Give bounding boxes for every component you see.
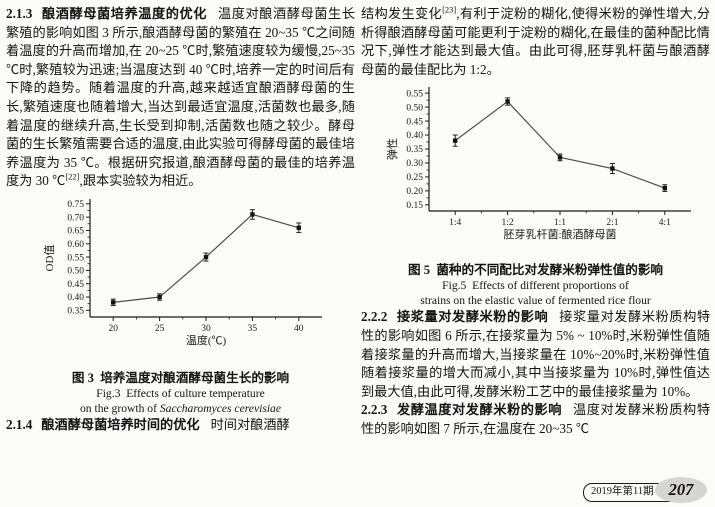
svg-text:胚芽乳杆菌:酿酒酵母菌: 胚芽乳杆菌:酿酒酵母菌	[503, 227, 616, 241]
figure-3-caption-en-line2: on the growth of Saccharomyces cerevisia…	[6, 402, 355, 416]
svg-text:温度(℃): 温度(℃)	[186, 333, 227, 347]
svg-text:0.15: 0.15	[406, 201, 423, 211]
figure-3-caption-cn: 图 3 培养温度对酿酒酵母菌生长的影响	[71, 370, 290, 385]
svg-text:4:1: 4:1	[659, 218, 671, 228]
svg-text:0.60: 0.60	[67, 240, 84, 250]
svg-text:2:1: 2:1	[606, 218, 618, 228]
svg-text:0.40: 0.40	[406, 132, 423, 142]
svg-text:0.55: 0.55	[406, 90, 423, 100]
svg-text:0.30: 0.30	[406, 160, 423, 170]
svg-text:OD值: OD值	[43, 244, 56, 271]
page-number-badge: 207	[655, 477, 707, 503]
ref-22-superscript: [22]	[65, 171, 80, 182]
section-2-1-3-body-end: ,跟本实验较为相近。	[79, 173, 202, 189]
svg-text:0.65: 0.65	[67, 227, 84, 237]
svg-text:0.35: 0.35	[406, 146, 423, 156]
section-2-2-3-title: 发酵温度对发酵米粉的影响	[396, 402, 563, 418]
section-2-1-3-title: 酿酒酵母菌培养温度的优化	[41, 6, 208, 21]
svg-text:20: 20	[108, 324, 118, 334]
page-footer: 2019年第11期 207	[583, 477, 707, 504]
svg-text:弹性: 弹性	[385, 138, 399, 160]
section-2-1-3-paragraph: 2.1.3 酿酒酵母菌培养温度的优化 温度对酿酒酵母菌生长繁殖的影响如图 3 所示,…	[6, 5, 355, 191]
svg-text:1:2: 1:2	[502, 218, 514, 228]
svg-text:0.45: 0.45	[406, 118, 423, 128]
svg-text:35: 35	[248, 324, 258, 334]
svg-text:0.45: 0.45	[67, 280, 84, 290]
figure-3-caption-en-prefix: on the growth of	[80, 401, 160, 415]
svg-text:0.50: 0.50	[67, 267, 84, 277]
section-2-2-3-body: 温度对发酵米粉质构特性的影响如图 7 所示,在温度在 20~35 ℃	[361, 402, 711, 436]
svg-text:0.50: 0.50	[406, 104, 423, 114]
svg-text:0.20: 0.20	[406, 187, 423, 197]
section-2-1-4-number: 2.1.4	[6, 416, 33, 432]
page-number: 207	[668, 480, 694, 499]
continued-paragraph: 结构发生变化[23],有利于淀粉的糊化,使得米粉的弹性增大,分析得酿酒酵母菌可能…	[361, 5, 710, 79]
ref-23-superscript: [23]	[442, 4, 457, 15]
section-2-1-3-number: 2.1.3	[6, 6, 33, 21]
figure-5-caption-cn: 图 5 菌种的不同配比对发酵米粉弹性值的影响	[407, 263, 664, 278]
svg-text:0.25: 0.25	[406, 174, 423, 184]
svg-text:40: 40	[294, 324, 304, 334]
figure-5-caption-en-line1: Fig.5 Effects of different proportions o…	[442, 279, 629, 293]
svg-text:0.75: 0.75	[67, 200, 84, 210]
left-column: 2.1.3 酿酒酵母菌培养温度的优化 温度对酿酒酵母菌生长繁殖的影响如图 3 所示,…	[6, 5, 355, 435]
figure-3: 0.35 0.40 0.45 0.50 0.55 0.60 0.65 0.70 0.75 20 25…	[6, 193, 355, 416]
figure-3-plot-area: 0.35 0.40 0.45 0.50 0.55 0.60 0.65 0.70 0.75 20 25…	[42, 193, 355, 364]
figure-5-plot-area: 0.15 0.20 0.25 0.30 0.35 0.40 0.45 0.50 0.55 1:4 1…	[385, 81, 710, 256]
section-2-2-2-number: 2.2.2	[361, 309, 388, 325]
section-2-2-3-paragraph: 2.2.3 发酵温度对发酵米粉的影响 温度对发酵米粉质构特性的影响如图 7 所示,在…	[361, 401, 710, 438]
svg-text:0.40: 0.40	[67, 293, 84, 303]
section-2-2-2-title: 接浆量对发酵米粉的影响	[396, 309, 549, 325]
section-2-1-3-body: 温度对酿酒酵母菌生长繁殖的影响如图 3 所示,酿酒酵母菌的繁殖在 20~35 ℃…	[6, 6, 356, 189]
right-column: 结构发生变化[23],有利于淀粉的糊化,使得米粉的弹性增大,分析得酿酒酵母菌可能…	[361, 5, 710, 439]
figure-3-caption-en-line1: Fig.3 Effects of culture temperature	[96, 386, 265, 400]
section-2-2-2-body: 接浆量对发酵米粉质构特性的影响如图 6 所示,在接浆量为 5% ~ 10%时,米…	[361, 309, 711, 399]
svg-text:1:4: 1:4	[449, 218, 461, 228]
figure-5-caption-en-line2: strains on the elastic value of fermente…	[420, 294, 651, 308]
section-2-2-2-paragraph: 2.2.2 接浆量对发酵米粉的影响 接浆量对发酵米粉质构特性的影响如图 6 所示,在…	[361, 308, 710, 401]
continued-paragraph-end: ,有利于淀粉的糊化,使得米粉的弹性增大,分析得酿酒酵母菌可能更利于淀粉的糊化,在…	[361, 6, 711, 77]
figure-3-line-chart: 0.35 0.40 0.45 0.50 0.55 0.60 0.65 0.70 0.75 20 25…	[43, 198, 322, 347]
section-2-1-4-title: 酿酒酵母菌培养时间的优化	[41, 416, 200, 432]
svg-text:30: 30	[201, 324, 211, 334]
section-2-2-3-number: 2.2.3	[361, 402, 388, 418]
svg-text:0.70: 0.70	[67, 213, 84, 223]
continued-paragraph-start: 结构发生变化	[361, 6, 443, 21]
figure-5-line-chart: 0.15 0.20 0.25 0.30 0.35 0.40 0.45 0.50 0.55 1:4 1…	[385, 87, 691, 241]
svg-text:1:1: 1:1	[554, 218, 566, 228]
svg-text:0.35: 0.35	[67, 306, 84, 316]
figure-5: 0.15 0.20 0.25 0.30 0.35 0.40 0.45 0.50 0.55 1:4 1…	[361, 81, 710, 308]
svg-text:0.55: 0.55	[67, 253, 84, 263]
section-2-1-4-paragraph: 2.1.4 酿酒酵母菌培养时间的优化 时间对酿酒酵	[6, 416, 355, 435]
section-2-1-4-body: 时间对酿酒酵	[210, 416, 290, 432]
figure-3-caption-species-name: Saccharomyces cerevisiae	[159, 401, 281, 415]
svg-text:25: 25	[155, 324, 165, 334]
